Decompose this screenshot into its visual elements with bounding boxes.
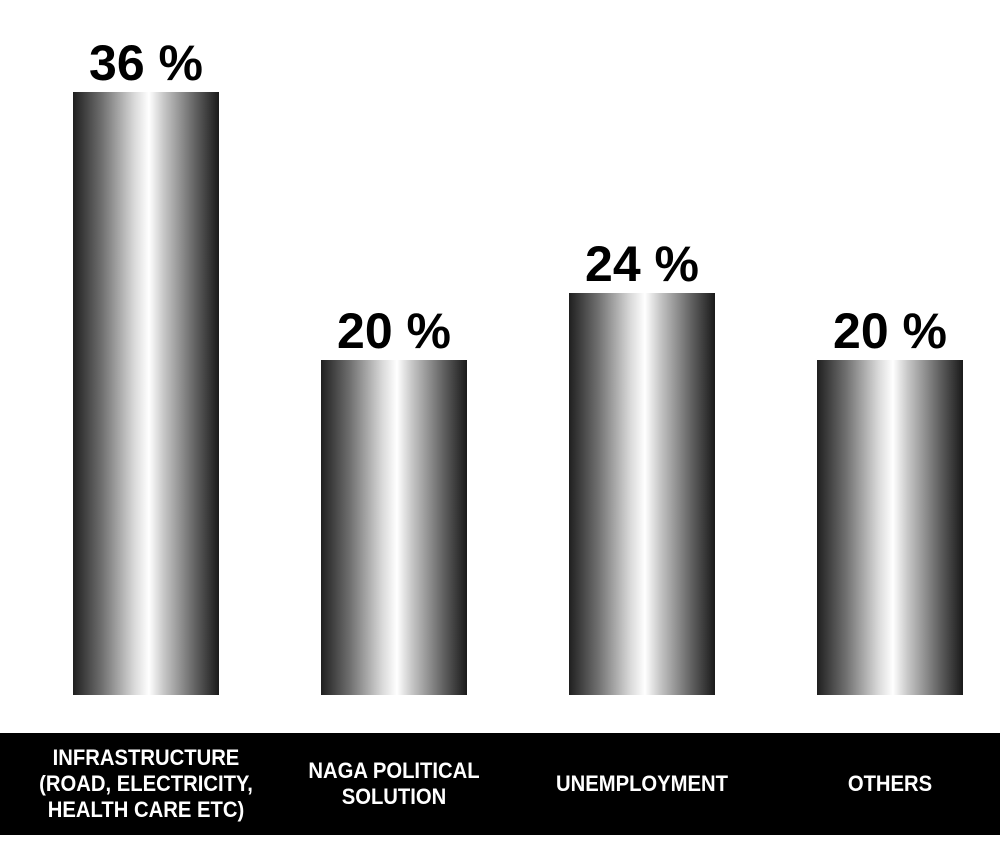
category-label-3: UNEMPLOYMENT [555, 771, 729, 796]
bar-3 [569, 293, 715, 695]
category-label-2: NAGA POLITICAL SOLUTION [308, 758, 480, 809]
category-label-band [0, 733, 1000, 835]
value-label-1: 36 % [89, 35, 203, 91]
bar-4 [817, 360, 963, 695]
value-labels-group: 36 % 20 % 24 % 20 % [89, 35, 947, 359]
category-label-1: INFRASTRUCTURE (ROAD, ELECTRICITY, HEALT… [39, 745, 253, 822]
bars-group [73, 92, 963, 695]
value-label-4: 20 % [833, 303, 947, 359]
bar-2 [321, 360, 467, 695]
category-label-4: OTHERS [847, 771, 933, 796]
value-label-3: 24 % [585, 236, 699, 292]
value-label-2: 20 % [337, 303, 451, 359]
bar-1 [73, 92, 219, 695]
